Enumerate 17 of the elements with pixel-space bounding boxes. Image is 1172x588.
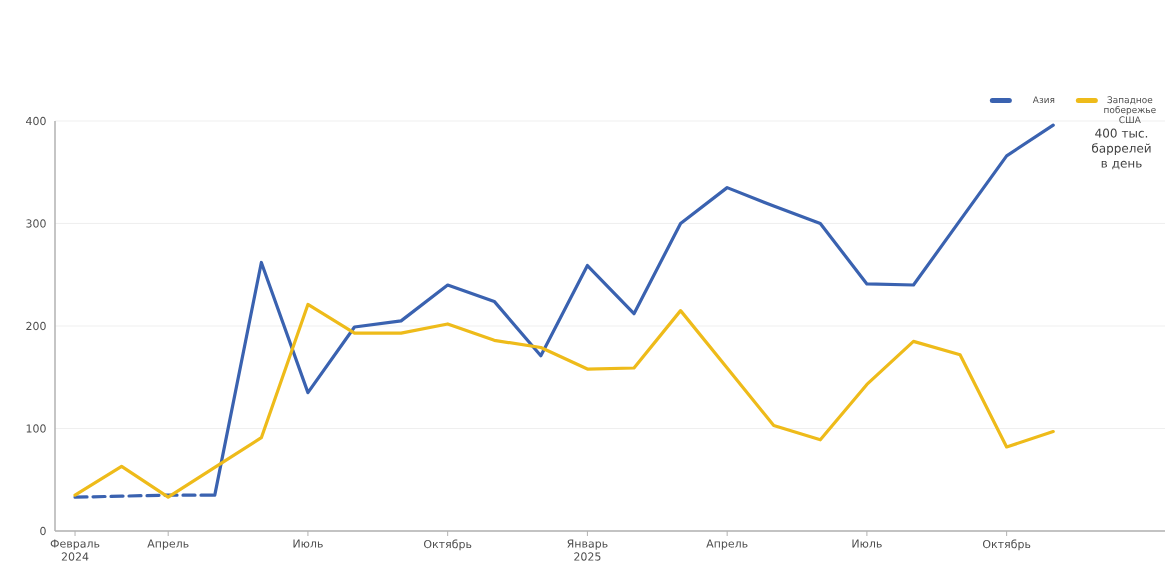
y-tick-label: 200 bbox=[26, 321, 46, 331]
x-tick-label: Октябрь bbox=[424, 539, 472, 551]
y-tick-label: 300 bbox=[26, 219, 46, 228]
x-tick-label: Октябрь bbox=[982, 539, 1031, 551]
x-tick-label: Июль bbox=[852, 539, 882, 548]
x-tick-label: Февраль 2024 bbox=[50, 539, 100, 561]
legend-label: Западное побережье США bbox=[1104, 96, 1156, 124]
x-tick-label: Июль bbox=[293, 539, 323, 548]
y-tick-label: 100 bbox=[26, 424, 46, 433]
y-tick-label: 400 bbox=[26, 116, 46, 126]
text: 400 тыс. баррелей в день bbox=[1092, 128, 1151, 170]
x-tick-label: Январь 2025 bbox=[567, 539, 608, 561]
text: Азия bbox=[1032, 96, 1055, 104]
x-tick-label: Апрель bbox=[147, 539, 189, 550]
x-tick-label: Апрель bbox=[706, 539, 748, 550]
y-tick-label: 0 bbox=[40, 526, 46, 536]
line-series bbox=[73, 302, 1055, 499]
